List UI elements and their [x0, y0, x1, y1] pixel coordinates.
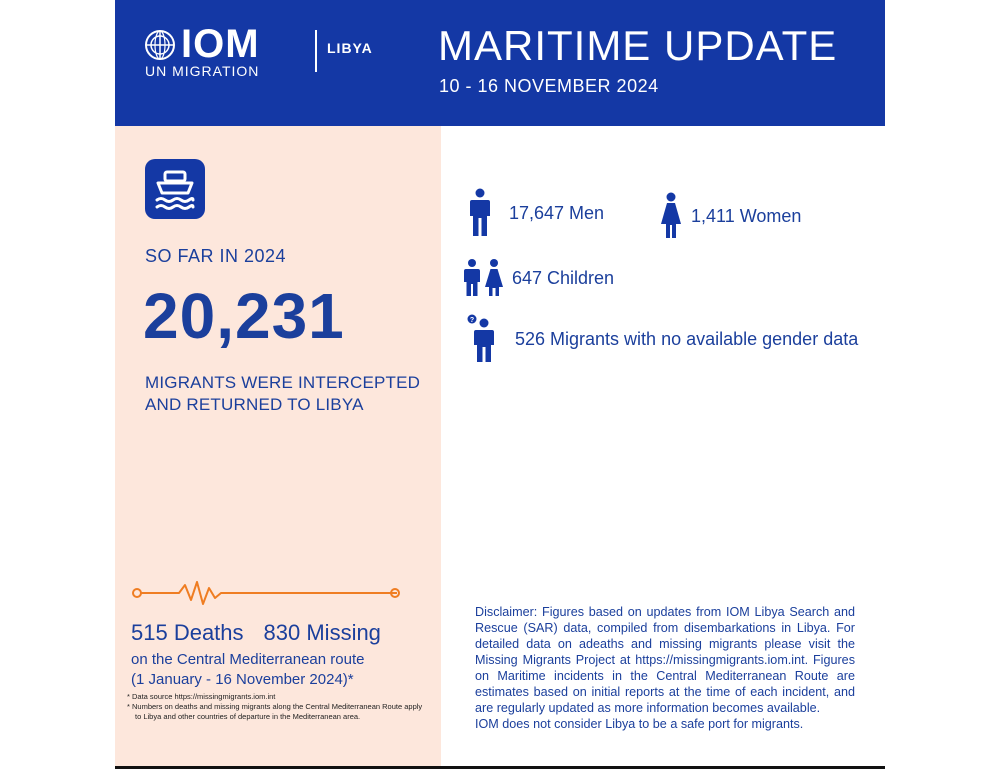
- deaths-missing-line: 515 Deaths 830 Missing: [131, 620, 381, 646]
- women-count: 1,411 Women: [691, 205, 802, 226]
- footnote-scope: * Numbers on deaths and missing migrants…: [127, 702, 423, 721]
- stat-men: 17,647 Men: [467, 188, 604, 238]
- intercepted-line-1: MIGRANTS WERE INTERCEPTED: [145, 373, 421, 392]
- org-subtitle: UN MIGRATION: [145, 63, 260, 79]
- logo-divider: [315, 30, 317, 72]
- disclaimer-text: Disclaimer: Figures based on updates fro…: [475, 605, 855, 715]
- unknown-count: 526 Migrants with no available gender da…: [515, 328, 859, 349]
- svg-text:?: ?: [470, 317, 474, 324]
- boat-icon: [145, 159, 205, 219]
- total-intercepted: 20,231: [143, 280, 345, 352]
- date-range: 10 - 16 NOVEMBER 2024: [439, 76, 659, 96]
- safe-port-note: IOM does not consider Libya to be a safe…: [475, 717, 804, 731]
- un-globe-icon: [145, 30, 175, 60]
- disclaimer: Disclaimer: Figures based on updates fro…: [475, 604, 855, 732]
- footnote-source: * Data source https://missingmigrants.io…: [127, 692, 276, 701]
- so-far-label: SO FAR IN 2024: [145, 246, 287, 266]
- summary-panel: SO FAR IN 2024 20,231 MIGRANTS WERE INTE…: [115, 126, 441, 766]
- page-title: MARITIME UPDATE: [438, 22, 838, 69]
- bottom-border: [115, 766, 885, 769]
- children-icon: [464, 259, 503, 296]
- route-description: on the Central Mediterranean route (1 Ja…: [131, 650, 431, 690]
- men-count: 17,647 Men: [509, 202, 605, 223]
- country-label: LIBYA: [327, 40, 373, 56]
- stat-unknown: ? 526 Migrants with no available gender …: [467, 314, 858, 364]
- stat-women: 1,411 Women: [659, 192, 801, 240]
- infographic-card: IOM UN MIGRATION LIBYA MARITIME UPDATE 1…: [115, 0, 885, 770]
- intercepted-description: MIGRANTS WERE INTERCEPTED AND RETURNED T…: [145, 372, 435, 416]
- unknown-person-icon: ?: [467, 314, 494, 362]
- man-icon: [470, 188, 490, 236]
- woman-icon: [661, 192, 681, 238]
- intercepted-line-2: AND RETURNED TO LIBYA: [145, 395, 364, 414]
- route-line-1: on the Central Mediterranean route: [131, 651, 365, 668]
- deaths-count: 515 Deaths: [131, 620, 244, 645]
- missing-count: 830 Missing: [263, 620, 381, 645]
- org-short-name: IOM: [181, 22, 260, 66]
- heartbeat-icon: [132, 581, 400, 605]
- stat-children: 647 Children: [462, 258, 614, 298]
- footnotes: * Data source https://missingmigrants.io…: [127, 692, 427, 722]
- header-banner: IOM UN MIGRATION LIBYA MARITIME UPDATE 1…: [115, 0, 885, 126]
- iom-logo: IOM UN MIGRATION LIBYA: [143, 22, 372, 84]
- children-count: 647 Children: [512, 267, 615, 288]
- route-line-2: (1 January - 16 November 2024)*: [131, 671, 354, 688]
